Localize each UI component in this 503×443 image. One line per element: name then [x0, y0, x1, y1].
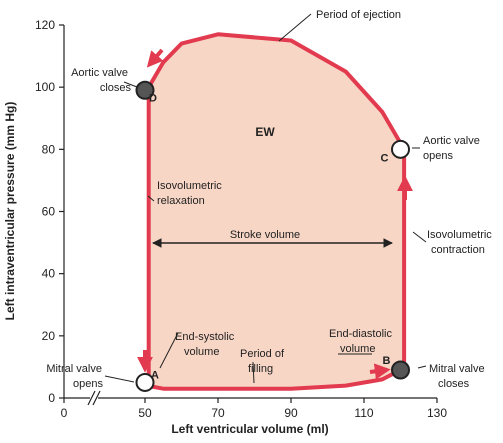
filling-direction-arrow: [369, 363, 391, 380]
x-tick-label: 0: [61, 406, 68, 420]
mitral-valve-closes-annotation: Mitral valve closes: [429, 363, 488, 390]
y-tick-label: 40: [42, 267, 56, 281]
isovolumetric-relaxation-annotation: Isovolumetric relaxation: [157, 180, 225, 207]
x-tick-label: 50: [138, 406, 152, 420]
mitral-valve-opens-annotation: Mitral valve opens: [46, 363, 105, 390]
point-a-label: A: [151, 369, 159, 381]
point-b-marker: [391, 360, 410, 380]
stroke-volume-label: Stroke volume: [230, 229, 300, 241]
x-axis-break-mark: [87, 390, 101, 406]
point-a-marker: [135, 372, 155, 392]
annotations: Period of ejection Aortic valve closes A…: [46, 9, 495, 390]
ew-label: EW: [255, 125, 275, 139]
y-tick-label: 60: [42, 205, 56, 219]
aortic-valve-opens-annotation: Aortic valve opens: [423, 135, 483, 162]
y-tick-label: 100: [35, 80, 55, 94]
end-systolic-volume-annotation: End-systolic volume: [175, 331, 237, 358]
x-axis-label: Left ventricular volume (ml): [171, 422, 328, 436]
point-b-label: B: [383, 355, 391, 367]
x-ticks: 0 50 70 90 110 130: [61, 398, 447, 420]
loop-area: [145, 34, 405, 389]
point-d-marker: [135, 80, 155, 100]
y-tick-label: 120: [35, 18, 55, 32]
axes: 0 20 40 60 80 100 120 0 50 70 90 110 130: [35, 18, 447, 420]
x-tick-label: 130: [427, 406, 447, 420]
point-c-label: C: [381, 152, 389, 164]
x-tick-label: 110: [354, 406, 373, 420]
aortic-valve-closes-annotation: Aortic valve closes: [71, 67, 131, 94]
y-tick-label: 80: [42, 142, 56, 156]
y-tick-label: 20: [42, 329, 56, 343]
isovolumetric-contraction-annotation: Isovolumetric contraction: [427, 229, 495, 256]
point-c-marker: [391, 139, 410, 159]
x-tick-label: 90: [284, 406, 298, 420]
ejection-direction-arrow: [146, 48, 164, 68]
y-ticks: 0 20 40 60 80 100 120: [35, 18, 64, 405]
point-d-label: D: [149, 92, 157, 104]
period-of-filling-annotation: Period of filling: [240, 348, 287, 375]
x-tick-label: 70: [211, 406, 225, 420]
period-of-ejection-annotation: Period of ejection: [316, 9, 401, 21]
end-diastolic-volume-annotation: End-diastolic volume: [329, 328, 395, 355]
y-tick-label: 0: [48, 391, 55, 405]
annotation-leaders: [104, 13, 427, 384]
loop-points: A B C D: [135, 80, 410, 392]
y-axis-label: Left intraventricular pressure (mm Hg): [3, 102, 17, 321]
